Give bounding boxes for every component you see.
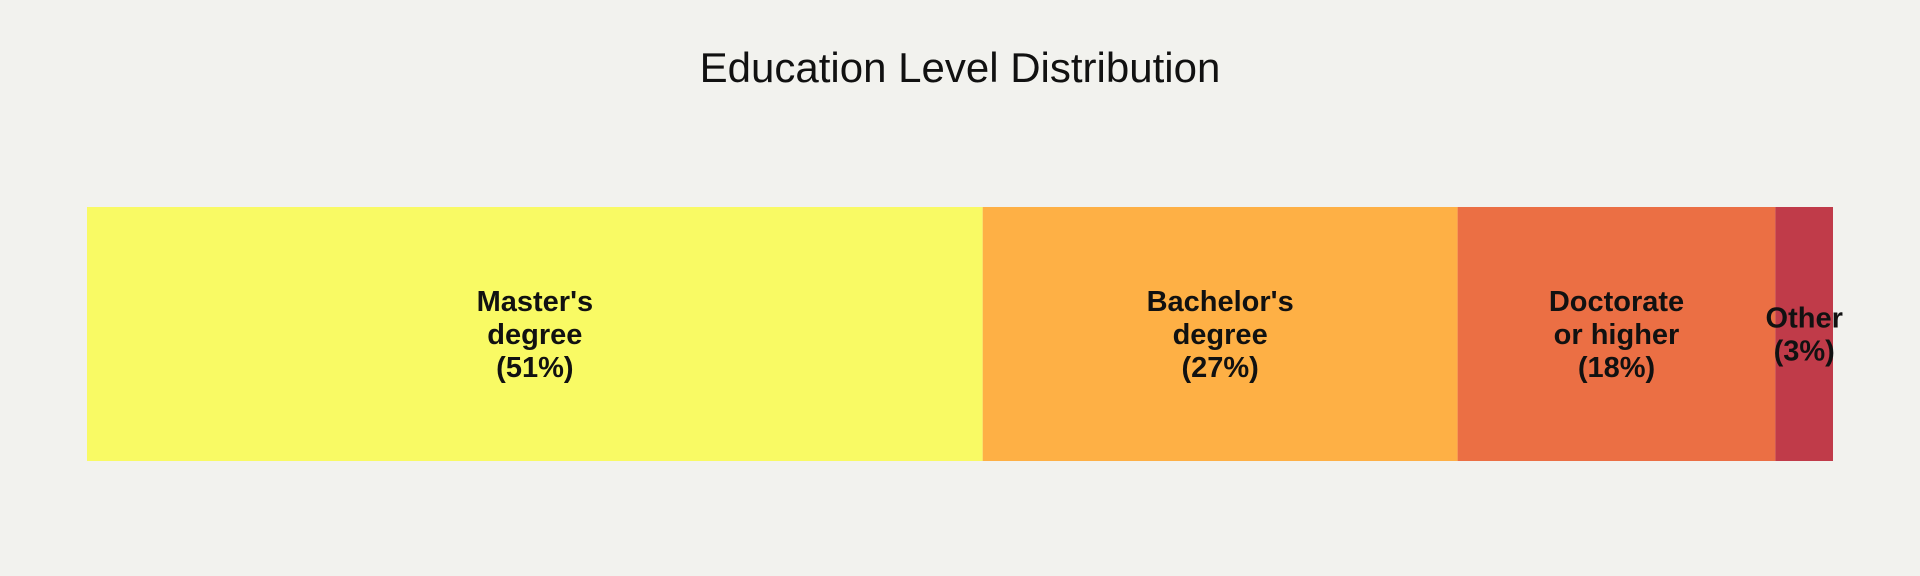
segment-label-line: Master's xyxy=(477,286,594,318)
segment-label-bachelor-s-degree: Bachelor's degree (27%) xyxy=(1147,286,1294,384)
segment-labels: Master's degree (51%)Bachelor's degree (27%)… xyxy=(477,286,1843,384)
segment-label-line: Other xyxy=(1766,303,1843,335)
chart-title: Education Level Distribution xyxy=(700,44,1221,91)
segment-label-line: or higher xyxy=(1554,319,1680,351)
segment-label-master-s-degree: Master's degree (51%) xyxy=(477,286,594,384)
segment-label-line: (27%) xyxy=(1181,352,1258,384)
bar-segment-master-s-degree xyxy=(87,207,983,461)
bar-segments xyxy=(87,207,1833,461)
segment-label-other: Other (3%) xyxy=(1766,303,1843,368)
segment-label-doctorate-or-higher: Doctorate or higher (18%) xyxy=(1549,286,1684,384)
segment-label-line: (51%) xyxy=(496,352,573,384)
bar-segment-other xyxy=(1775,207,1833,461)
bar-segment-bachelor-s-degree xyxy=(982,207,1458,461)
segment-label-line: Bachelor's xyxy=(1147,286,1294,318)
segment-label-line: (18%) xyxy=(1578,352,1655,384)
segment-label-line: (3%) xyxy=(1774,336,1835,368)
segment-label-line: Doctorate xyxy=(1549,286,1684,318)
segment-label-line: degree xyxy=(1173,319,1268,351)
bar-segment-doctorate-or-higher xyxy=(1457,207,1776,461)
segment-label-line: degree xyxy=(487,319,582,351)
